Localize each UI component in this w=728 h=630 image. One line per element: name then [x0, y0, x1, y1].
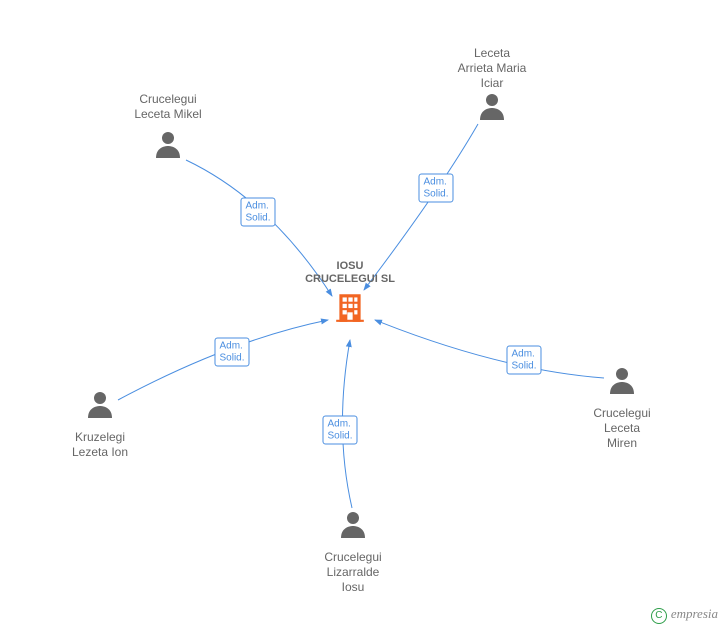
edge-label: Adm. Solid.	[418, 174, 453, 203]
person-label: Leceta Arrieta Maria Iciar	[432, 46, 552, 91]
person-label: Crucelegui Leceta Miren	[562, 406, 682, 451]
edge-label: Adm. Solid.	[214, 338, 249, 367]
person-icon	[152, 128, 184, 160]
person-label: Crucelegui Leceta Mikel	[108, 92, 228, 122]
relationship-edge	[375, 320, 604, 378]
person-icon	[84, 388, 116, 420]
person-icon	[606, 364, 638, 396]
edge-label: Adm. Solid.	[240, 198, 275, 227]
person-name: Crucelegui Leceta Mikel	[108, 92, 228, 122]
edge-label: Adm. Solid.	[506, 346, 541, 375]
diagram-canvas: IOSU CRUCELEGUI SL Crucelegui Leceta Mik…	[0, 0, 728, 630]
person-name: Kruzelegi Lezeta Ion	[40, 430, 160, 460]
company-name-line1: IOSU	[337, 260, 364, 272]
person-name: Crucelegui Leceta Miren	[562, 406, 682, 451]
watermark: Cempresia	[651, 606, 718, 624]
watermark-symbol: C	[651, 608, 667, 624]
edge-label: Adm. Solid.	[322, 416, 357, 445]
person-label: Kruzelegi Lezeta Ion	[40, 430, 160, 460]
person-label: Crucelegui Lizarralde Iosu	[293, 550, 413, 595]
company-icon	[333, 290, 367, 324]
person-name: Leceta Arrieta Maria Iciar	[432, 46, 552, 91]
company-name-line2: CRUCELEGUI SL	[305, 273, 395, 285]
person-icon	[476, 90, 508, 122]
watermark-text: empresia	[671, 606, 718, 621]
person-name: Crucelegui Lizarralde Iosu	[293, 550, 413, 595]
company-node-label: IOSU CRUCELEGUI SL	[280, 260, 420, 286]
person-icon	[337, 508, 369, 540]
